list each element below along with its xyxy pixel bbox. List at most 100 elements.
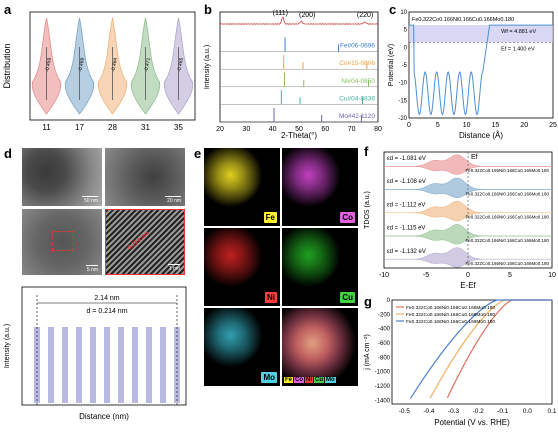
d-band-center-label: εd = -1.108 eV [387, 179, 426, 185]
scale-bar-label: 1 nm [168, 266, 180, 272]
panel-d: d 50 nm 20 nm 5 nm 0.214 nm 1 nm Intensi… [0, 142, 190, 429]
y-tick-label: -800 [378, 355, 391, 361]
x-tick-label: -0.3 [448, 408, 460, 415]
plot-frame [408, 11, 554, 119]
x-tick-label: 60 [321, 126, 329, 133]
x-tick-label: 20 [520, 122, 528, 129]
panel-label-a: a [4, 2, 12, 17]
x-tick-label: 80 [374, 126, 382, 133]
eds-map-fe: Fe [204, 148, 280, 226]
tem-image-mid-mag: 20 nm [105, 148, 185, 206]
work-function-label: Wf = 4.881 eV [501, 29, 536, 35]
panel-label-f: f [364, 144, 369, 159]
y-tick-label: 0 [404, 45, 408, 51]
x-axis-label: 2-Theta(°) [281, 131, 317, 140]
profile-peak [174, 327, 180, 403]
x-tick-label: 10 [463, 122, 471, 129]
x-tick-label: 25 [549, 122, 557, 129]
profile-peak [160, 327, 166, 403]
reference-label: Fe#06-0696 [340, 43, 375, 50]
profile-peak [62, 327, 68, 403]
panel-label-d: d [4, 146, 12, 161]
composition-label: Fe0.322Co0.166Ni0.166Cu0.166Mo0.180 [465, 261, 549, 266]
x-tick-label: 15 [492, 122, 500, 129]
y-axis-label: Intensity (a.u.) [204, 45, 211, 89]
x-tick-label: -0.4 [423, 408, 435, 415]
x-tick-label: 50 [295, 126, 303, 133]
composition-label: Fe0.322Co0.166Ni0.166Cu0.166Mo0.180 [465, 191, 549, 196]
scale-bar [168, 264, 180, 265]
plot-frame [21, 286, 187, 406]
eds-map-label: Co [340, 212, 355, 223]
eds-map-co: Co [282, 148, 358, 226]
y-tick-label: -1000 [375, 370, 391, 376]
xrd-chart: Intensity (a.u.) 2-Theta(°) 20 30 40 50 60 70 80… [204, 10, 382, 140]
profile-peak [34, 327, 40, 403]
fermi-label: Ef [471, 154, 478, 161]
profile-width-label: 2.14 nm [94, 295, 119, 302]
x-tick-label: 5 [436, 122, 440, 129]
x-tick-label: -0.1 [497, 408, 509, 415]
peak-label: (200) [299, 12, 315, 19]
peak-label: (220) [357, 12, 373, 19]
profile-peak [132, 327, 138, 403]
lattice-fringe-image: 0.214 nm 1 nm [105, 209, 185, 275]
reference-label: Cu#04-0836 [339, 95, 375, 102]
eds-map-label: Fe [263, 212, 277, 223]
lattice-spacing-label: 0.214 nm [127, 230, 151, 252]
x-tick-label: 0.1 [547, 408, 556, 415]
y-axis-label: j (mA cm⁻²) [364, 334, 371, 371]
y-tick-label: -5 [402, 63, 408, 69]
d-band-center-label: εd = -1.112 eV [387, 202, 425, 208]
scale-bar [86, 265, 98, 266]
x-tick-label: -0.2 [473, 408, 485, 415]
eds-map-mo: Mo [204, 308, 280, 386]
panel-e: e Fe Co Ni Cu Mo Fe Co Ni Cu Mo [190, 142, 360, 429]
panel-label-c: c [389, 2, 397, 17]
y-tick-label: 10 [400, 10, 407, 16]
panel-g: g j (mA cm⁻²) Potential (V vs. RHE) -0.5 -0… [360, 292, 558, 429]
x-tick-label: 0 [407, 122, 411, 129]
eds-map-overlay: Fe Co Ni Cu Mo [282, 308, 358, 386]
x-tick-label: 70 [348, 126, 356, 133]
violin-annotation: -0.464 [111, 57, 119, 72]
x-tick-label: 11 [42, 123, 51, 132]
x-axis-label: Potential (V vs. RHE) [434, 418, 510, 427]
lsv-curve [409, 299, 552, 399]
eds-map-label: Mo [261, 372, 277, 383]
y-axis-label: TDOS (a.u.) [364, 191, 371, 229]
reference-label: Ni#04-0850 [341, 78, 375, 85]
y-tick-label: -200 [378, 312, 391, 318]
eds-map-label: Cu [340, 292, 355, 303]
violin-annotation: -0.469 [78, 57, 86, 72]
y-tick-label: -15 [398, 98, 407, 104]
scale-bar-label: 5 nm [86, 267, 98, 273]
x-tick-label: 20 [216, 126, 224, 133]
y-tick-label: -20 [398, 116, 407, 122]
violin-annotation: -0.459 [45, 57, 53, 72]
lsv-chart: j (mA cm⁻²) Potential (V vs. RHE) -0.5 -0.4… [364, 298, 557, 427]
overlay-legend-item: Mo [325, 377, 336, 383]
panel-c: c Potential (eV) Distance (Å) 0 5 10 15 20 25 -2… [385, 0, 558, 142]
eds-map-label: Ni [265, 292, 277, 303]
legend-label: Fe0.322Co0.166Ni0.166Cu0.166Mo0.180 [406, 305, 495, 311]
reference-label: Mo#42-1120 [339, 113, 375, 120]
plot-frame [391, 299, 553, 405]
d-band-center-label: εd = -1.115 eV [387, 226, 425, 232]
overlay-legend-item: Cu [314, 377, 325, 383]
profile-peak [104, 327, 110, 403]
x-tick-label: 5 [508, 272, 512, 279]
scale-bar-label: 20 nm [167, 198, 181, 204]
x-axis-label: E-Ef [460, 281, 476, 290]
x-tick-label: 0 [466, 272, 470, 279]
legend-label: Fe0.322Co0.166Ni0.166Cu0.166Mo0.180 [406, 312, 495, 318]
y-tick-label: -1200 [375, 384, 391, 390]
scale-bar-label: 50 nm [84, 198, 98, 204]
x-tick-label: 30 [242, 126, 250, 133]
d-band-center-label: εd = -1.132 eV [387, 249, 426, 255]
overlay-legend-item: Ni [305, 377, 314, 383]
scale-bar [165, 196, 181, 197]
hrtem-image: 5 nm [22, 209, 102, 275]
x-tick-label: 28 [108, 123, 117, 132]
panel-label-b: b [204, 2, 212, 17]
